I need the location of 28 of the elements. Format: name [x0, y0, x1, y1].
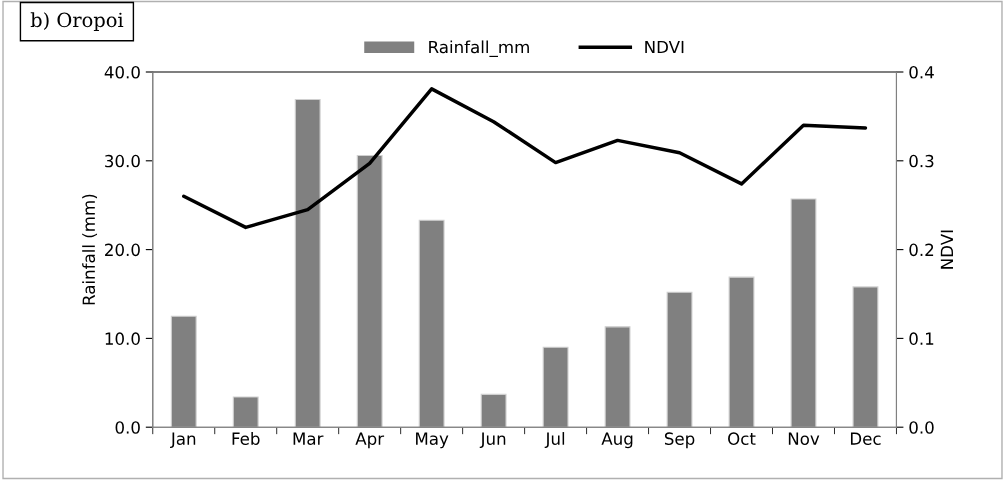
x-tick-label: Mar — [293, 432, 324, 445]
y2-tick-label: 0.1 — [909, 332, 934, 345]
y2-tick-label: 0.2 — [909, 243, 934, 257]
legend-label: Rainfall_mm — [429, 40, 529, 57]
x-tick-label: Nov — [788, 432, 820, 445]
x-tick-label: Apr — [355, 432, 385, 449]
x-tick-label: Jan — [170, 432, 196, 449]
x-tick-label: Jul — [544, 432, 565, 449]
x-tick-label: May — [416, 432, 449, 449]
chart-title: b) Oropoi — [30, 12, 124, 32]
x-tick-label: Jun — [479, 432, 506, 449]
y-tick-label: 40.0 — [104, 65, 140, 79]
legend-label: NDVI — [645, 40, 684, 54]
x-tick-label: Oct — [728, 432, 756, 445]
x-tick-label: Aug — [601, 432, 633, 449]
y-tick-label: 20.0 — [105, 243, 140, 257]
y2-tick-label: 0.4 — [909, 65, 934, 79]
x-tick-label: Feb — [232, 432, 260, 445]
y2-axis-title: NDVI — [940, 230, 953, 269]
y2-tick-label: 0.0 — [909, 421, 934, 434]
y-tick-label: 30.0 — [105, 154, 140, 168]
x-tick-label: Dec — [850, 432, 881, 445]
y2-tick-label: 0.3 — [909, 154, 934, 168]
y-tick-label: 0.0 — [115, 421, 140, 434]
x-tick-label: Sep — [664, 432, 695, 449]
y-axis-title: Rainfall (mm) — [82, 194, 98, 305]
line-series — [182, 87, 868, 230]
y-tick-label: 10.0 — [105, 332, 140, 345]
